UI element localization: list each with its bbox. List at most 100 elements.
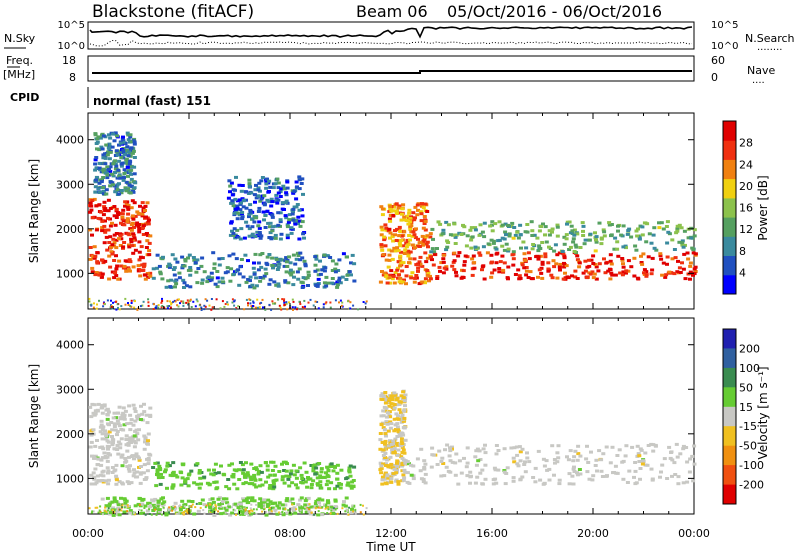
power-cell [137, 240, 142, 244]
power-cell [229, 201, 234, 205]
power-cell [137, 227, 142, 231]
velocity-cell [157, 464, 162, 468]
power-cell [557, 251, 562, 255]
power-cell [502, 261, 507, 265]
power-colorbar-label: Power [dB] [756, 175, 770, 240]
power-cell [252, 261, 256, 265]
velocity-cell [565, 455, 569, 459]
power-cell [282, 187, 287, 191]
velocity-cell [584, 457, 589, 461]
power-cell [379, 233, 384, 237]
power-cell [438, 222, 443, 226]
velocity-cell [402, 476, 407, 480]
power-cell [322, 269, 327, 273]
velocity-speck [308, 513, 311, 516]
power-cell [413, 216, 417, 220]
velocity-cell [511, 456, 516, 460]
power-cell [127, 183, 132, 187]
velocity-cell [252, 473, 257, 477]
velocity-cell [576, 444, 581, 448]
velocity-cell [590, 478, 595, 482]
power-cell [275, 201, 280, 205]
velocity-speck [217, 510, 220, 513]
velocity-cell [160, 502, 165, 506]
power-cell [100, 229, 105, 233]
velocity-speck [250, 509, 253, 512]
power-cell [530, 247, 535, 251]
velocity-cell [199, 482, 203, 486]
velocity-cell [517, 445, 522, 449]
velocity-cell [220, 500, 225, 504]
power-speck [299, 303, 302, 305]
velocity-x-ticks [87, 318, 695, 514]
power-cell [131, 232, 136, 236]
velocity-speck [336, 512, 339, 515]
power-speck [259, 302, 261, 305]
velocity-speck [353, 511, 356, 514]
power-cell [624, 246, 628, 250]
power-cell [393, 271, 398, 274]
velocity-cell [492, 466, 497, 470]
power-cell [602, 257, 606, 261]
velocity-cell [641, 459, 646, 463]
velocity-cell [409, 473, 414, 477]
power-cell [601, 228, 606, 232]
velocity-cell [133, 441, 138, 445]
power-cell [473, 226, 478, 230]
velocity-cell [148, 413, 153, 417]
power-cell [256, 186, 261, 190]
power-cell [95, 176, 100, 180]
power-cell [196, 267, 201, 270]
power-cell [244, 220, 249, 224]
velocity-cell [674, 442, 679, 446]
power-cell [194, 270, 199, 274]
velocity-cell [155, 473, 159, 476]
power-cell [256, 188, 261, 192]
velocity-cell [96, 463, 100, 467]
power-cell [132, 236, 137, 240]
colorbar-tick-label: 200 [739, 342, 760, 355]
velocity-cell [382, 395, 386, 399]
colorbar-tick-label: -50 [739, 440, 757, 453]
power-cell [381, 253, 386, 257]
power-cell [100, 272, 105, 276]
velocity-cell [398, 400, 403, 404]
power-cell [112, 214, 117, 218]
velocity-speck [305, 508, 308, 511]
power-cell [430, 258, 434, 262]
power-cell [188, 273, 193, 277]
power-cell [205, 280, 210, 284]
power-cell [406, 249, 411, 253]
velocity-cell [395, 454, 400, 457]
velocity-cell [649, 467, 654, 471]
colorbar-swatch [723, 274, 736, 295]
power-cell [562, 256, 567, 260]
power-speck [272, 302, 274, 305]
velocity-cell [378, 432, 383, 435]
velocity-cell [547, 478, 552, 482]
velocity-speck [237, 503, 239, 506]
power-cell [182, 264, 187, 268]
velocity-cell [335, 463, 340, 467]
x-tick-label: 16:00 [476, 527, 508, 540]
velocity-cell [465, 461, 470, 465]
power-speck [273, 302, 276, 305]
power-cell [562, 261, 566, 265]
velocity-cell [105, 466, 110, 470]
power-cell [118, 176, 123, 180]
power-cell [384, 258, 389, 262]
power-speck [88, 300, 91, 303]
power-cell [271, 266, 275, 270]
power-cell [414, 274, 419, 277]
power-cell [292, 205, 297, 209]
velocity-cell [107, 502, 112, 506]
velocity-cell [117, 424, 122, 428]
velocity-cell [480, 468, 485, 472]
power-cell [103, 171, 108, 175]
power-cell [665, 255, 670, 259]
velocity-speck [97, 511, 100, 514]
velocity-cell [121, 406, 126, 410]
power-cell [578, 246, 583, 249]
velocity-cell [542, 464, 547, 468]
power-cell [95, 147, 99, 151]
